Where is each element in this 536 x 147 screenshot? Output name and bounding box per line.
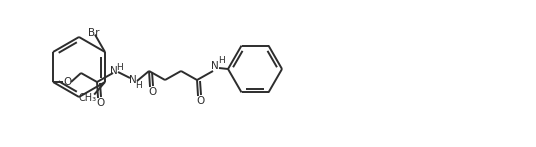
Text: O: O (63, 77, 71, 87)
Text: N: N (129, 75, 137, 85)
Text: Br: Br (88, 28, 100, 38)
Text: H: H (218, 56, 225, 65)
Text: O: O (196, 96, 204, 106)
Text: H: H (116, 62, 122, 71)
Text: H: H (135, 81, 142, 90)
Text: O: O (96, 98, 104, 108)
Text: N: N (211, 61, 219, 71)
Text: CH₃: CH₃ (78, 93, 96, 103)
Text: O: O (148, 87, 156, 97)
Text: N: N (110, 66, 118, 76)
